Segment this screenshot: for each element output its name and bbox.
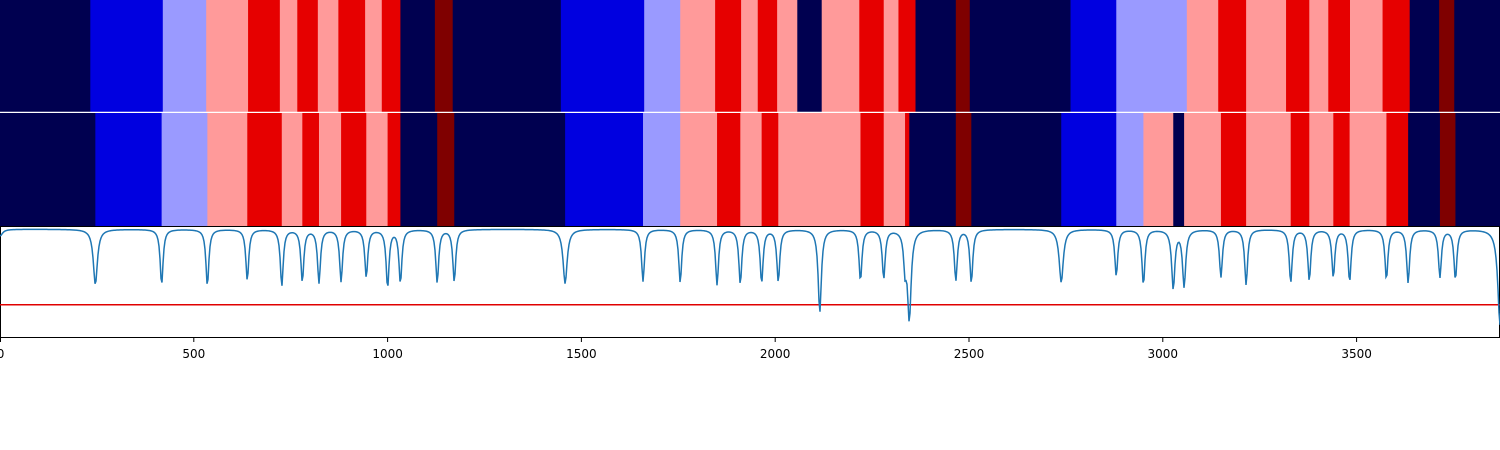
state-segment	[680, 113, 718, 226]
state-segment	[883, 113, 906, 226]
x-tick-label: 3500	[1341, 347, 1372, 361]
state-segment	[0, 0, 91, 112]
state-segment	[302, 113, 320, 226]
state-segment	[1309, 0, 1329, 112]
state-segment	[437, 113, 455, 226]
state-segment	[1290, 113, 1310, 226]
state-segment	[1333, 113, 1351, 226]
state-segment	[207, 113, 248, 226]
state-segment	[644, 0, 681, 112]
state-segment	[1350, 0, 1383, 112]
state-row-bottom	[0, 113, 1500, 226]
state-segment	[1328, 0, 1351, 112]
state-segment	[860, 113, 885, 226]
x-axis: 0 500 1000 1500 2000 2500 3000 3500	[0, 338, 1372, 361]
state-segment	[1386, 113, 1409, 226]
state-segment	[387, 113, 401, 226]
state-segment	[338, 0, 366, 112]
state-segment	[741, 0, 759, 112]
state-segment	[452, 0, 562, 112]
x-tick-label: 1000	[372, 347, 403, 361]
state-segment	[162, 0, 207, 112]
state-segment	[757, 0, 778, 112]
signal-panel-frame	[0, 226, 1500, 338]
state-segment	[778, 113, 861, 226]
state-segment	[366, 113, 388, 226]
state-segment	[206, 0, 249, 112]
state-segment	[0, 113, 96, 226]
state-segment	[955, 0, 971, 112]
x-tick-label: 500	[182, 347, 205, 361]
state-segment	[905, 113, 910, 226]
state-segment	[1455, 113, 1500, 226]
state-segment	[560, 0, 645, 112]
state-segment	[1143, 113, 1174, 226]
state-segment	[281, 113, 303, 226]
state-segment	[95, 113, 163, 226]
x-tick-label: 3000	[1148, 347, 1179, 361]
state-segment	[717, 113, 741, 226]
state-segment	[969, 0, 1071, 112]
state-segment	[279, 0, 298, 112]
state-segment	[1173, 113, 1185, 226]
x-tick-label: 1500	[566, 347, 597, 361]
state-segment	[715, 0, 742, 112]
x-tick-label: 2000	[760, 347, 791, 361]
state-segment	[680, 0, 716, 112]
state-segment	[1454, 0, 1500, 112]
state-segment	[915, 0, 957, 112]
state-segment	[161, 113, 208, 226]
state-segment	[1309, 113, 1334, 226]
state-segment	[434, 0, 454, 112]
state-segment	[381, 0, 401, 112]
state-segment	[565, 113, 644, 226]
state-segment	[1382, 0, 1411, 112]
state-segment	[1349, 113, 1387, 226]
state-segment	[341, 113, 367, 226]
state-row-top	[0, 0, 1500, 112]
state-segment	[1246, 0, 1287, 112]
x-tick-label: 2500	[954, 347, 985, 361]
state-segment	[909, 113, 957, 226]
state-segment	[1286, 0, 1310, 112]
signal-line	[0, 228, 1500, 325]
state-segment	[247, 113, 283, 226]
state-segment	[1116, 113, 1144, 226]
state-segment	[1116, 0, 1188, 112]
state-segment	[971, 113, 1062, 226]
state-segment	[297, 0, 319, 112]
state-segment	[90, 0, 164, 112]
state-segment	[1070, 0, 1117, 112]
state-segment	[859, 0, 885, 112]
x-tick-label: 0	[0, 347, 4, 361]
state-segment	[400, 113, 438, 226]
state-segment	[318, 113, 342, 226]
state-segment	[454, 113, 566, 226]
state-segment	[317, 0, 339, 112]
state-segment	[777, 0, 798, 112]
state-segment	[1408, 113, 1441, 226]
state-segment	[1061, 113, 1117, 226]
state-segment	[1184, 113, 1222, 226]
state-segment	[643, 113, 681, 226]
state-segment	[797, 0, 823, 112]
state-segment	[1409, 0, 1440, 112]
state-segment	[883, 0, 899, 112]
state-segment	[1186, 0, 1219, 112]
state-segment	[1246, 113, 1292, 226]
state-segment	[740, 113, 763, 226]
state-segment	[821, 0, 860, 112]
state-segment	[248, 0, 281, 112]
state-segment	[761, 113, 779, 226]
state-segment	[400, 0, 436, 112]
state-segment	[1218, 0, 1247, 112]
state-segment	[898, 0, 916, 112]
state-segment	[1439, 0, 1455, 112]
signal-panel	[0, 228, 1500, 325]
state-segment	[1220, 113, 1247, 226]
state-segment	[1439, 113, 1456, 226]
state-segment	[955, 113, 972, 226]
state-segment	[365, 0, 383, 112]
